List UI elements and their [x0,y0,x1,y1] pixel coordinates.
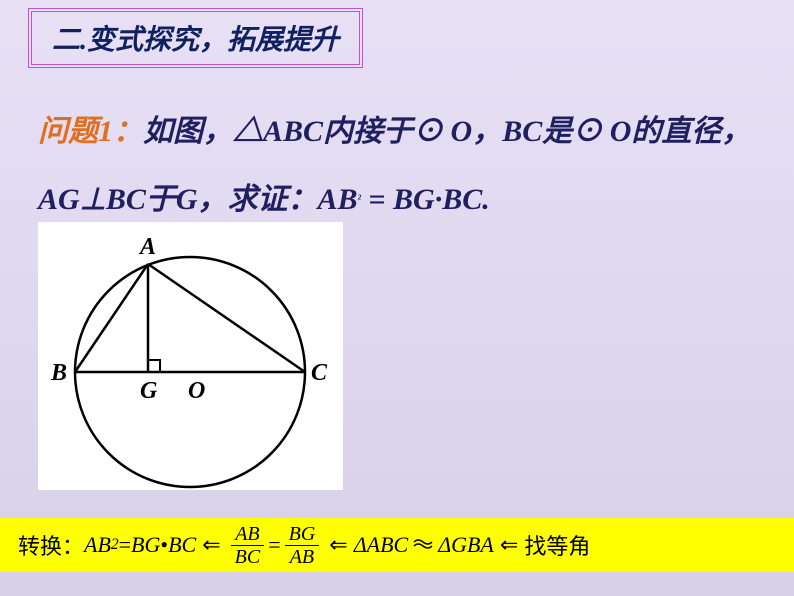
figure-svg: A B C G O [38,222,343,490]
fraction-denominator: AB [286,546,318,568]
math-symbol: ⊥ [80,183,106,216]
math-symbol: = [268,532,280,558]
math-variable: AB [318,183,358,216]
triangle-1: ΔABC [354,532,408,558]
tail-text: 找等角 [524,529,590,561]
text-segment: ，求证： [198,183,318,216]
right-angle-marker [148,360,160,372]
math-variable: ABC [263,115,323,148]
math-symbol: = [361,183,393,216]
math-variable: BC [502,115,542,148]
math-variable: AB [84,532,111,558]
math-variable: BC [106,183,146,216]
implies-left-icon: ⇐ [329,532,347,558]
math-symbol: • [160,532,168,558]
math-symbol: = [119,532,131,558]
problem-statement: 问题1：如图，△ABC内接于⊙ O，BC是⊙ O的直径， AG⊥BC于G，求证：… [38,105,756,227]
math-superscript: 2 [111,536,119,554]
implies-left-icon: ⇐ [202,532,220,558]
triangle-2: ΔGBA [438,532,494,558]
text-segment: 于 [146,183,176,216]
point-label-o: O [188,378,205,404]
point-label-g: G [140,378,158,404]
fraction-numerator: BG [285,523,320,546]
fraction-1: AB BC [231,523,265,568]
implies-left-icon: ⇐ [500,532,518,558]
transform-label: 转换： [18,529,84,561]
transformation-bar: 转换： AB2 = BG • BC ⇐ AB BC = BG AB ⇐ ΔABC… [0,518,794,572]
point-label-c: C [311,360,328,386]
point-label-b: B [50,360,67,386]
text-segment: 内接于⊙ O， [323,115,502,148]
fraction-2: BG AB [285,523,320,568]
text-segment: 是⊙ O的直径， [542,115,751,148]
segment-ac [148,264,305,372]
math-variable: AG [38,183,80,216]
problem-number-label: 问题1： [38,115,143,148]
point-label-a: A [138,234,156,260]
segment-ab [75,264,148,372]
math-variable: BC [442,183,482,216]
section-title: 二.变式探究，拓展提升 [52,25,339,56]
math-variable: G [176,183,198,216]
geometry-figure: A B C G O [38,222,343,490]
section-title-box: 二.变式探究，拓展提升 [28,8,363,68]
similar-icon [412,532,434,558]
problem-line-1: 问题1：如图，△ABC内接于⊙ O，BC是⊙ O的直径， [38,105,756,159]
fraction-numerator: AB [231,523,263,546]
math-variable: BG [131,532,160,558]
math-variable: BG [393,183,435,216]
problem-line-2: AG⊥BC于G，求证：AB² = BG·BC. [38,173,756,227]
text-segment: . [482,183,490,216]
math-variable: BC [168,532,196,558]
text-segment: 如图，△ [143,115,263,148]
fraction-denominator: BC [231,546,265,568]
